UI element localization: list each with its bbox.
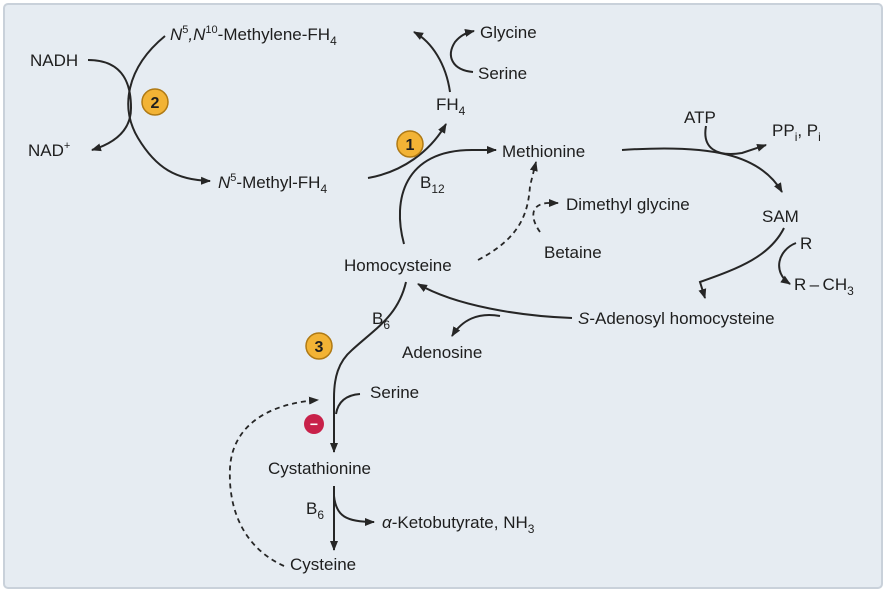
enzyme-badge-3: 3 (305, 332, 333, 360)
nad-plus-label: NAD+ (28, 140, 70, 160)
nadh-label: NADH (30, 51, 78, 70)
svg-text:1: 1 (406, 137, 415, 154)
r-to-rch3-arrow (778, 242, 797, 285)
sah-to-homocysteine-arrow (417, 283, 573, 319)
cysteine-label: Cysteine (290, 555, 356, 574)
sam-to-sah-arrow (698, 227, 785, 299)
methylene-to-methyl-arrow (127, 35, 211, 185)
serine-top-label: Serine (478, 64, 527, 83)
betaine-to-dimethylglycine-arrow (532, 199, 559, 233)
betaine-label: Betaine (544, 243, 602, 262)
b6-upper-label: B6 (372, 309, 390, 332)
ketobutyrate-label: α-Ketobutyrate, NH3 (382, 513, 535, 536)
sah-label: S-Adenosyl homocysteine (578, 309, 775, 328)
ppi-pi-label: PPi, Pi (772, 121, 821, 144)
betaine-to-methionine-arrow (477, 161, 538, 261)
methyl-to-fh4-arrow (367, 123, 447, 179)
sam-label: SAM (762, 207, 799, 226)
svg-text:2: 2 (151, 95, 160, 112)
cysteine-feedback-arrow (228, 396, 319, 567)
adenosine-label: Adenosine (402, 343, 482, 362)
enzyme-badge-2: 2 (141, 88, 169, 116)
svg-text:3: 3 (315, 339, 324, 356)
b6-lower-label: B6 (306, 499, 324, 522)
atp-label: ATP (684, 108, 716, 127)
adenosine-branch-arrow (451, 314, 501, 337)
serine-to-glycine-arrow (450, 29, 475, 73)
enzyme-badge-1: 1 (396, 130, 424, 158)
svg-text:−: − (310, 416, 318, 432)
homocysteine-label: Homocysteine (344, 256, 452, 275)
ketobutyrate-branch-arrow (333, 495, 375, 526)
glycine-label: Glycine (480, 23, 537, 42)
atp-to-ppi-arrow (704, 125, 767, 155)
cystathionine-label: Cystathionine (268, 459, 371, 478)
serine-mid-label: Serine (370, 383, 419, 402)
serine-join-curve (335, 393, 361, 415)
dimethyl-glycine-label: Dimethyl glycine (566, 195, 690, 214)
methylene-fh4-label: N5,N10-Methylene-FH4 (170, 24, 337, 48)
methyl-fh4-label: N5-Methyl-FH4 (218, 172, 327, 196)
nadh-to-nad-arrow (87, 59, 133, 152)
r-label: R (800, 234, 812, 253)
fh4-to-methylene-arrow (413, 31, 451, 93)
fh4-label: FH4 (436, 95, 466, 118)
r-ch3-label: R – CH3 (794, 275, 854, 298)
methionine-label: Methionine (502, 142, 585, 161)
homocysteine-to-cystathionine-arrow (330, 281, 407, 453)
homocysteine-to-methionine-arrow (398, 146, 497, 245)
inhibition-minus-icon: − (304, 414, 324, 434)
b12-label: B12 (420, 173, 445, 196)
